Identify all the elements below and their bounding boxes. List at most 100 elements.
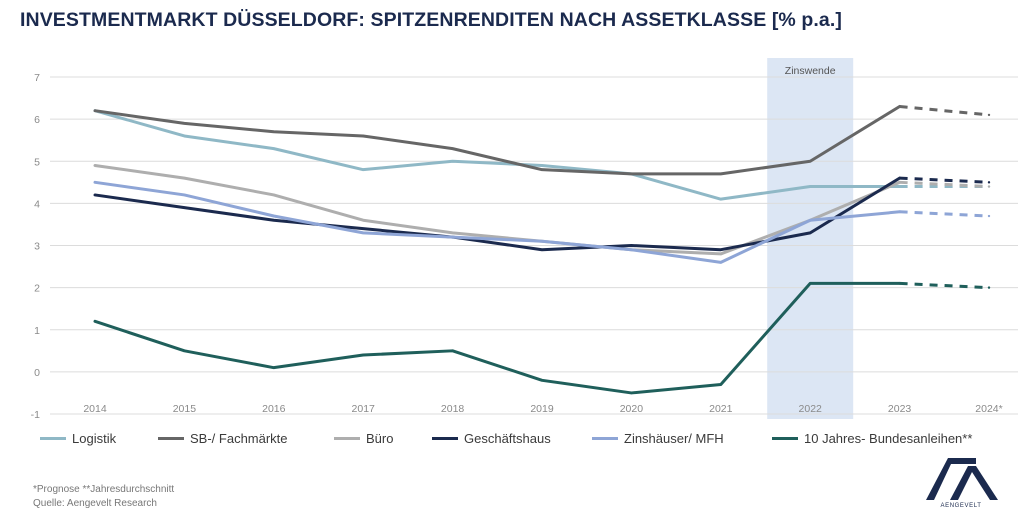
data-point bbox=[362, 231, 365, 235]
series-forecast-line bbox=[899, 104, 990, 117]
data-point bbox=[809, 231, 812, 235]
legend-label: SB-/ Fachmärkte bbox=[190, 430, 288, 446]
series-group bbox=[93, 109, 991, 201]
x-tick-label: 2022 bbox=[799, 403, 823, 415]
series-line bbox=[93, 163, 902, 256]
data-point bbox=[898, 282, 901, 285]
legend-label: Büro bbox=[366, 430, 394, 446]
legend-item: Büro bbox=[334, 429, 393, 447]
data-point bbox=[987, 185, 991, 188]
data-point bbox=[987, 181, 991, 184]
data-point bbox=[362, 168, 365, 171]
data-point bbox=[362, 353, 365, 357]
legend-swatch bbox=[40, 436, 66, 440]
data-point bbox=[272, 214, 275, 218]
x-tick-label: 2023 bbox=[888, 403, 912, 415]
data-point bbox=[630, 172, 633, 176]
data-point bbox=[272, 366, 275, 369]
series-forecast-line bbox=[899, 176, 990, 184]
data-point bbox=[540, 240, 544, 243]
data-point bbox=[540, 248, 544, 251]
y-tick-label: 6 bbox=[34, 114, 40, 126]
data-point bbox=[93, 181, 97, 184]
data-point bbox=[630, 391, 633, 395]
source-note: Quelle: Aengevelt Research bbox=[33, 498, 157, 509]
data-point bbox=[183, 134, 186, 138]
data-point bbox=[719, 383, 722, 386]
data-point bbox=[540, 168, 544, 171]
data-point bbox=[987, 113, 991, 117]
data-point bbox=[809, 282, 812, 285]
x-tick-label: 2018 bbox=[441, 403, 465, 415]
y-tick-label: 3 bbox=[34, 241, 40, 253]
data-point bbox=[898, 105, 901, 108]
data-point bbox=[362, 134, 365, 138]
series-group bbox=[93, 104, 991, 176]
series-line bbox=[93, 109, 902, 201]
data-point bbox=[93, 320, 97, 323]
data-point bbox=[272, 130, 275, 133]
data-point bbox=[183, 122, 186, 125]
logo-wordmark: AENGEVELT bbox=[940, 503, 982, 509]
aengevelt-logo bbox=[926, 458, 998, 500]
data-point bbox=[183, 206, 186, 209]
data-point bbox=[809, 185, 812, 188]
y-tick-label: 4 bbox=[34, 198, 40, 210]
x-tick-label: 2016 bbox=[262, 403, 286, 415]
data-point bbox=[630, 244, 633, 247]
legend-item: Zinshäuser/ MFH bbox=[592, 429, 724, 447]
data-point bbox=[987, 286, 991, 289]
series-line bbox=[93, 104, 902, 176]
data-point bbox=[451, 160, 454, 163]
x-tick-label: 2021 bbox=[709, 403, 733, 415]
series-group bbox=[93, 281, 991, 395]
data-point bbox=[809, 160, 812, 163]
data-point bbox=[362, 227, 365, 230]
data-point bbox=[898, 181, 901, 184]
series-group bbox=[93, 180, 991, 264]
legend-swatch bbox=[772, 436, 798, 440]
chart-title: INVESTMENTMARKT DÜSSELDORF: SPITZENRENDI… bbox=[20, 9, 842, 31]
x-tick-label: 2015 bbox=[173, 403, 197, 415]
series-forecast-line bbox=[899, 210, 990, 218]
y-tick-label: 2 bbox=[34, 283, 40, 295]
series-line bbox=[93, 180, 902, 264]
legend-swatch bbox=[432, 436, 458, 440]
legend-label: 10 Jahres- Bundesanleihen** bbox=[804, 430, 973, 446]
zinswende-label: Zinswende bbox=[785, 65, 836, 77]
y-tick-label: 5 bbox=[34, 156, 40, 168]
data-point bbox=[719, 252, 722, 256]
legend-item: 10 Jahres- Bundesanleihen** bbox=[772, 429, 972, 447]
data-point bbox=[183, 349, 186, 353]
data-point bbox=[272, 219, 275, 222]
data-point bbox=[272, 147, 275, 150]
legend-swatch bbox=[158, 436, 184, 440]
y-tick-label: 7 bbox=[34, 72, 40, 84]
data-point bbox=[809, 219, 812, 222]
data-point bbox=[451, 147, 454, 150]
data-point bbox=[451, 231, 454, 235]
x-tick-label: 2017 bbox=[352, 403, 376, 415]
x-tick-label: 2019 bbox=[530, 403, 554, 415]
legend-swatch bbox=[592, 436, 618, 440]
legend-item: Geschäftshaus bbox=[432, 429, 551, 447]
data-point bbox=[630, 248, 633, 251]
data-point bbox=[183, 176, 186, 180]
data-point bbox=[719, 197, 722, 201]
data-point bbox=[451, 235, 454, 239]
data-point bbox=[987, 214, 991, 218]
data-point bbox=[93, 193, 97, 197]
data-point bbox=[93, 164, 97, 167]
legend-item: Logistik bbox=[40, 429, 116, 447]
footnote: *Prognose **Jahresdurchschnitt bbox=[33, 484, 175, 495]
data-point bbox=[719, 172, 722, 176]
legend-swatch bbox=[334, 436, 360, 440]
data-point bbox=[719, 248, 722, 251]
data-point bbox=[540, 164, 544, 167]
data-point bbox=[272, 193, 275, 197]
data-point bbox=[93, 109, 97, 112]
data-point bbox=[898, 185, 901, 188]
data-point bbox=[183, 193, 186, 197]
series-forecast-line bbox=[899, 281, 990, 290]
legend-label: Geschäftshaus bbox=[464, 430, 551, 446]
